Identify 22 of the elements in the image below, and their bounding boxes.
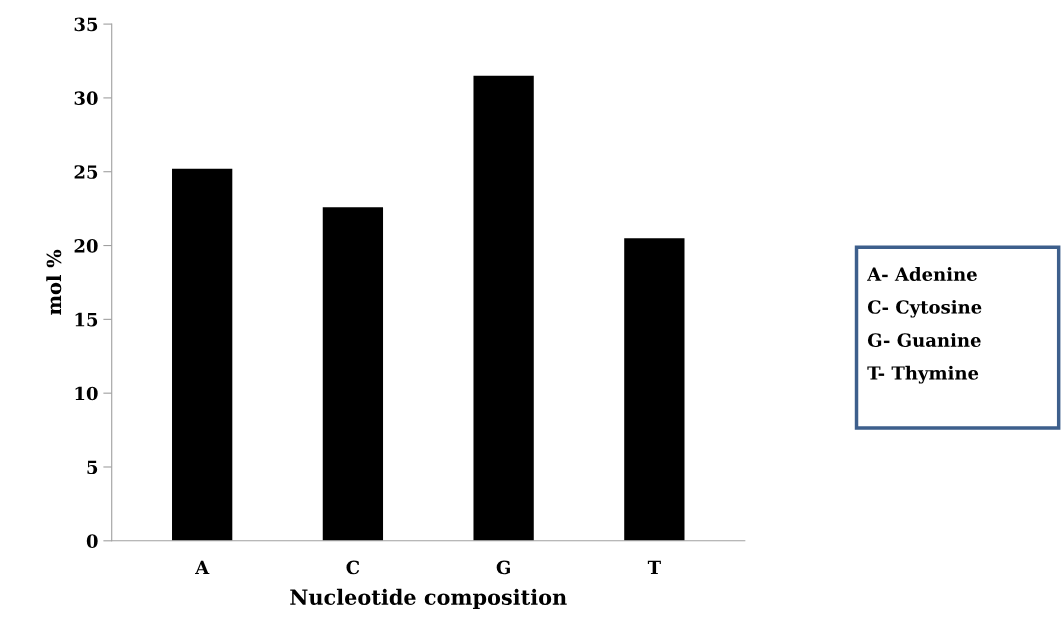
bar [473,75,534,541]
x-tick-label: T [647,560,661,574]
bar [172,168,233,541]
bar [624,238,685,541]
text: T- Thymine [867,365,979,384]
x-tick-label: A [195,560,210,574]
bar [322,207,384,541]
x-tick-label: C [346,560,360,575]
y-tick-label: 30 [74,91,98,106]
y-tick-label: 5 [87,460,98,475]
y-tick-label: 35 [74,17,98,32]
y-axis-title: mol % [46,249,62,315]
text: G- Guanine [867,332,981,347]
y-tick-label: 15 [75,312,98,327]
text: A- Adenine [867,267,977,282]
x-axis-title: Nucleotide composition [290,588,567,609]
y-tick-label: 25 [74,165,98,179]
y-tick-label: 10 [75,386,98,401]
y-tick-label: 20 [74,239,98,253]
y-tick-label: 0 [86,534,98,548]
x-tick-label: G [496,560,510,575]
text: C- Cytosine [867,299,982,318]
